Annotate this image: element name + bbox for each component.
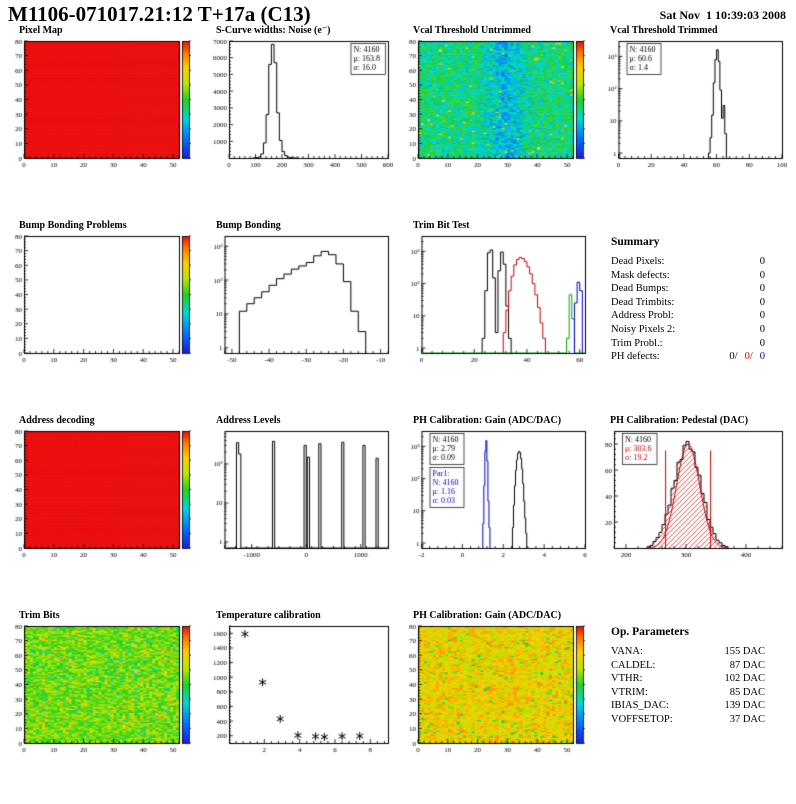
param-label: Mask defects:	[611, 269, 670, 281]
param-row: Mask defects: 0	[611, 269, 765, 283]
param-label: Dead Bumps:	[611, 283, 669, 295]
param-value: 85 DAC	[729, 686, 765, 698]
scurve-noise-canvas	[205, 38, 393, 170]
panel-title: Temperature calibration	[216, 610, 321, 621]
ph-gain-hist-canvas	[402, 428, 590, 560]
param-value: 87 DAC	[729, 659, 765, 671]
param-row: PH defects: 0/0/0	[611, 350, 765, 364]
panel-title: PH Calibration: Pedestal (DAC)	[610, 415, 749, 426]
vcal-trimmed-canvas	[599, 38, 787, 170]
param-value: 0	[759, 323, 765, 335]
param-value: 0	[759, 256, 765, 267]
param-label: PH defects:	[611, 351, 660, 363]
pixel-map-canvas	[8, 38, 196, 170]
param-row: Trim Probl.: 0	[611, 337, 765, 351]
trim-bit-test-canvas	[402, 233, 590, 365]
param-value: 0/0/0	[722, 350, 765, 364]
param-row: Noisy Pixels 2: 0	[611, 323, 765, 337]
panel-title: Pixel Map	[19, 25, 63, 36]
param-label: Address Probl:	[611, 310, 674, 322]
param-value: 139 DAC	[724, 700, 765, 712]
param-row: VTHR: 102 DAC	[611, 672, 765, 686]
panel-pixel-map: Pixel Map	[6, 24, 203, 219]
panel-title: Address Levels	[216, 415, 281, 426]
param-value: 0	[759, 296, 765, 308]
param-label: VANA:	[611, 646, 643, 657]
param-row: CALDEL: 87 DAC	[611, 659, 765, 673]
param-row: VTRIM: 85 DAC	[611, 686, 765, 700]
bump-bonding-problems-canvas	[8, 233, 196, 365]
panel-title: Bump Bonding	[216, 220, 281, 231]
panel-bump-bonding-problems: Bump Bonding Problems	[6, 219, 203, 414]
panel-summary: Summary Dead Pixels: 0 Mask defects: 0 Dead …	[597, 219, 794, 414]
ph-gain-map-canvas	[402, 623, 590, 755]
address-levels-canvas	[205, 428, 393, 560]
panel-vcal-untrimmed: Vcal Threshold Untrimmed	[400, 24, 597, 219]
param-value: 0	[759, 337, 765, 349]
panel-ph-gain-map: PH Calibration: Gain (ADC/DAC)	[400, 609, 597, 804]
param-row: Dead Bumps: 0	[611, 282, 765, 296]
summary-title: Summary	[611, 236, 660, 248]
panel-vcal-trimmed: Vcal Threshold Trimmed	[597, 24, 794, 219]
panel-trim-bit-test: Trim Bit Test	[400, 219, 597, 414]
ph-pedestal-canvas	[599, 428, 787, 560]
param-label: Trim Probl.:	[611, 337, 663, 349]
param-label: Dead Pixels:	[611, 256, 665, 267]
panel-title: Trim Bit Test	[413, 220, 470, 231]
param-value: 0	[759, 269, 765, 281]
panel-grid: Pixel Map S-Curve widths: Noise (e⁻) Vca…	[0, 24, 796, 804]
param-row: VANA: 155 DAC	[611, 645, 765, 659]
param-label: CALDEL:	[611, 659, 656, 671]
panel-trim-bits: Trim Bits	[6, 609, 203, 804]
report-timestamp: Sat Nov 1 10:39:03 2008	[659, 8, 786, 22]
param-row: Address Probl: 0	[611, 309, 765, 323]
panel-title: PH Calibration: Gain (ADC/DAC)	[413, 415, 562, 426]
panel-address-decoding: Address decoding	[6, 414, 203, 609]
panel-ph-gain-hist: PH Calibration: Gain (ADC/DAC)	[400, 414, 597, 609]
panel-title: Address decoding	[19, 415, 95, 426]
panel-title: Vcal Threshold Untrimmed	[413, 25, 531, 36]
panel-title: Vcal Threshold Trimmed	[610, 25, 718, 36]
param-value: 155 DAC	[724, 646, 765, 657]
param-row: Dead Trimbits: 0	[611, 296, 765, 310]
summary-rows: Dead Pixels: 0 Mask defects: 0 Dead Bumps: 0 D…	[611, 255, 794, 364]
panel-bump-bonding: Bump Bonding	[203, 219, 400, 414]
bump-bonding-canvas	[205, 233, 393, 365]
param-row: IBIAS_DAC: 139 DAC	[611, 699, 765, 713]
param-label: Dead Trimbits:	[611, 296, 675, 308]
param-value-part: 0	[759, 351, 765, 363]
address-decoding-canvas	[8, 428, 196, 560]
param-value: 0	[759, 283, 765, 295]
panel-temperature-calibration: Temperature calibration	[203, 609, 400, 804]
temperature-calibration-canvas	[205, 623, 393, 755]
report-header: M1106-071017.21:12 T+17a (C13) Sat Nov 1…	[0, 0, 796, 26]
trim-bits-canvas	[8, 623, 196, 755]
panel-op-parameters: Op. Parameters VANA: 155 DAC CALDEL: 87 DAC…	[597, 609, 794, 804]
panel-title: S-Curve widths: Noise (e⁻)	[216, 25, 331, 36]
param-label: VOFFSETOP:	[611, 713, 673, 725]
panel-scurve-noise: S-Curve widths: Noise (e⁻)	[203, 24, 400, 219]
op-parameters-rows: VANA: 155 DAC CALDEL: 87 DAC VTHR: 102 DAC VTR…	[611, 645, 794, 727]
param-value: 0	[759, 310, 765, 322]
param-label: VTHR:	[611, 673, 643, 685]
report-title: M1106-071017.21:12 T+17a (C13)	[8, 2, 311, 26]
param-label: IBIAS_DAC:	[611, 700, 669, 712]
panel-title: Trim Bits	[19, 610, 60, 621]
panel-title: Bump Bonding Problems	[19, 220, 127, 231]
param-label: Noisy Pixels 2:	[611, 323, 676, 335]
param-value-part: 0/	[744, 351, 753, 363]
param-label: VTRIM:	[611, 686, 648, 698]
op-parameters-title: Op. Parameters	[611, 626, 689, 638]
panel-title: PH Calibration: Gain (ADC/DAC)	[413, 610, 562, 621]
param-value: 102 DAC	[724, 673, 765, 685]
panel-address-levels: Address Levels	[203, 414, 400, 609]
vcal-untrimmed-canvas	[402, 38, 590, 170]
param-value: 37 DAC	[729, 713, 765, 725]
param-row: VOFFSETOP: 37 DAC	[611, 713, 765, 727]
panel-ph-pedestal: PH Calibration: Pedestal (DAC)	[597, 414, 794, 609]
param-value-part: 0/	[729, 351, 738, 363]
param-row: Dead Pixels: 0	[611, 255, 765, 269]
